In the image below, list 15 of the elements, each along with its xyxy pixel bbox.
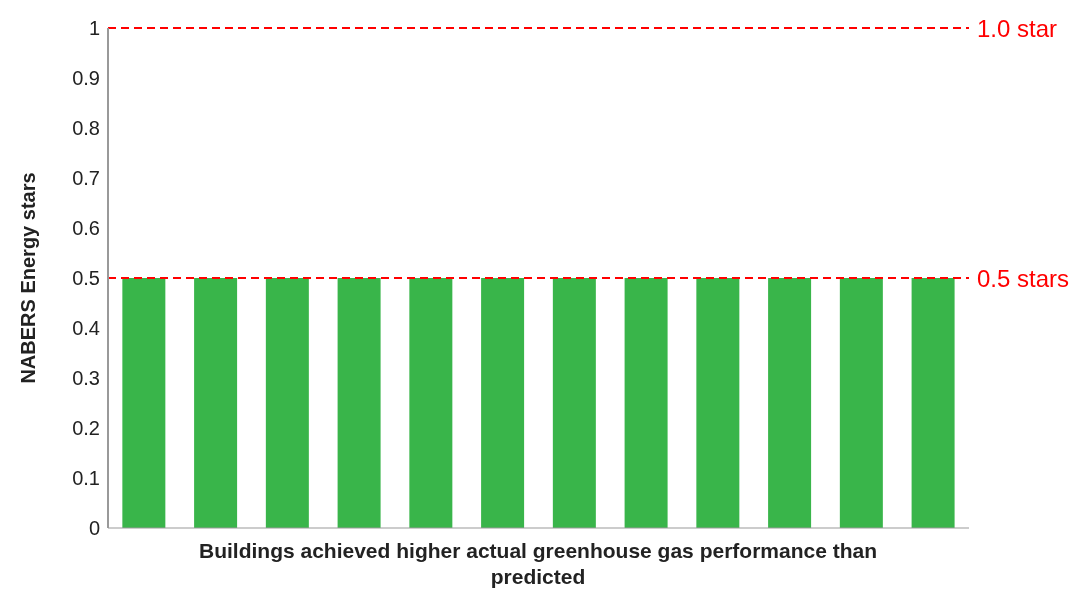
y-tick-label: 0.5	[72, 267, 100, 290]
y-tick-label: 0.8	[72, 117, 100, 140]
y-tick-label: 0.9	[72, 67, 100, 90]
y-tick-label: 0	[88, 517, 100, 540]
y-tick-label: 0.7	[72, 167, 100, 190]
y-tick-label: 0.4	[72, 317, 100, 340]
ref-line-label: 0.5 stars	[977, 264, 1070, 292]
y-tick-label: 0.1	[72, 467, 100, 490]
ref-line-label: 1.0 star	[977, 14, 1058, 42]
y-tick-label: 0.6	[72, 217, 100, 240]
y-tick-label: 0.2	[72, 417, 100, 440]
y-tick-label: 1	[88, 17, 100, 40]
y-tick-label: 0.3	[72, 367, 100, 390]
x-axis-title: Buildings achieved higher actual greenhouse gas performance than predicted	[198, 538, 878, 590]
y-axis-title: NABERS Energy stars	[17, 172, 40, 384]
